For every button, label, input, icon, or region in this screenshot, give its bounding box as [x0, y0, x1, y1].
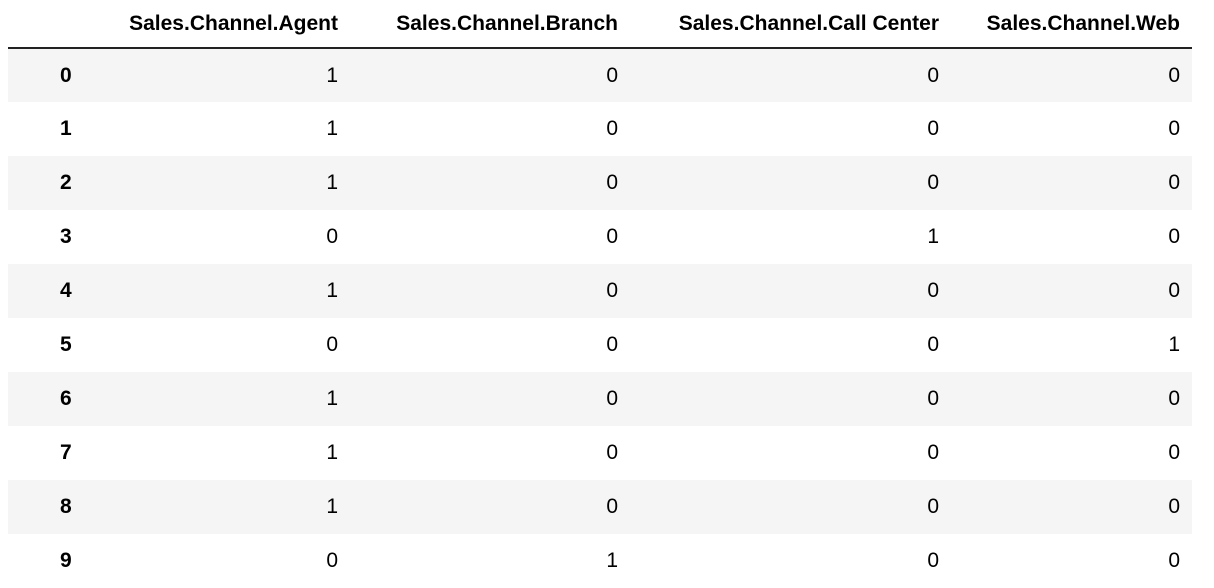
table-cell: 0	[606, 387, 618, 410]
table-cell: 0	[1168, 171, 1180, 194]
table-row: 2 1 0 0 0	[8, 156, 1192, 210]
table-cell: 1	[326, 387, 338, 410]
row-index: 7	[60, 441, 72, 464]
table-cell: 0	[927, 333, 939, 356]
column-header: Sales.Channel.Branch	[350, 0, 630, 49]
table-cell: 0	[1168, 441, 1180, 464]
table-cell: 1	[326, 117, 338, 140]
table-cell: 0	[1168, 387, 1180, 410]
table-cell: 0	[606, 225, 618, 248]
table-row: 6 1 0 0 0	[8, 372, 1192, 426]
table-header: Sales.Channel.Agent Sales.Channel.Branch…	[8, 0, 1192, 49]
table-cell: 0	[927, 441, 939, 464]
table-row: 8 1 0 0 0	[8, 480, 1192, 534]
table-row: 4 1 0 0 0	[8, 264, 1192, 318]
table-cell: 0	[927, 279, 939, 302]
row-index: 4	[60, 279, 72, 302]
table-cell: 1	[326, 171, 338, 194]
row-index: 5	[60, 333, 72, 356]
row-index: 8	[60, 495, 72, 518]
table-cell: 0	[606, 495, 618, 518]
table-row: 0 1 0 0 0	[8, 48, 1192, 102]
table-cell: 1	[927, 225, 939, 248]
table-cell: 0	[927, 387, 939, 410]
column-header: Sales.Channel.Web	[951, 0, 1192, 49]
table-cell: 0	[1168, 279, 1180, 302]
table-body: 0 1 0 0 0 1 1 0 0 0 2 1 0 0 0 3	[8, 48, 1192, 588]
table-cell: 1	[326, 441, 338, 464]
table-cell: 1	[326, 495, 338, 518]
table-cell: 1	[606, 549, 618, 572]
table-row: 7 1 0 0 0	[8, 426, 1192, 480]
row-index: 9	[60, 549, 72, 572]
column-header: Sales.Channel.Agent	[96, 0, 350, 49]
table-cell: 0	[606, 441, 618, 464]
table-cell: 0	[606, 279, 618, 302]
table-cell: 0	[927, 63, 939, 87]
table-cell: 0	[927, 117, 939, 140]
table-cell: 0	[606, 63, 618, 87]
table-cell: 0	[606, 171, 618, 194]
table-row: 1 1 0 0 0	[8, 102, 1192, 156]
table-cell: 0	[927, 549, 939, 572]
table-cell: 1	[326, 63, 338, 87]
table-cell: 1	[326, 279, 338, 302]
table-row: 9 0 1 0 0	[8, 534, 1192, 588]
table-row: 3 0 0 1 0	[8, 210, 1192, 264]
header-row: Sales.Channel.Agent Sales.Channel.Branch…	[8, 0, 1192, 49]
table-cell: 0	[927, 495, 939, 518]
table-cell: 0	[326, 225, 338, 248]
row-index: 1	[60, 117, 72, 140]
table-cell: 0	[606, 333, 618, 356]
table-cell: 0	[927, 171, 939, 194]
index-column-header	[8, 0, 96, 49]
table-cell: 0	[1168, 63, 1180, 87]
table-cell: 0	[1168, 117, 1180, 140]
table-cell: 0	[1168, 225, 1180, 248]
row-index: 6	[60, 387, 72, 410]
dataframe-table: Sales.Channel.Agent Sales.Channel.Branch…	[8, 0, 1192, 588]
table-cell: 0	[1168, 549, 1180, 572]
row-index: 2	[60, 171, 72, 194]
table-cell: 0	[326, 333, 338, 356]
column-header: Sales.Channel.Call Center	[630, 0, 951, 49]
table-cell: 1	[1168, 333, 1180, 356]
row-index: 3	[60, 225, 72, 248]
table-cell: 0	[1168, 495, 1180, 518]
row-index: 0	[60, 63, 72, 87]
dataframe-output: Sales.Channel.Agent Sales.Channel.Branch…	[8, 0, 1192, 588]
table-cell: 0	[326, 549, 338, 572]
table-cell: 0	[606, 117, 618, 140]
table-row: 5 0 0 0 1	[8, 318, 1192, 372]
